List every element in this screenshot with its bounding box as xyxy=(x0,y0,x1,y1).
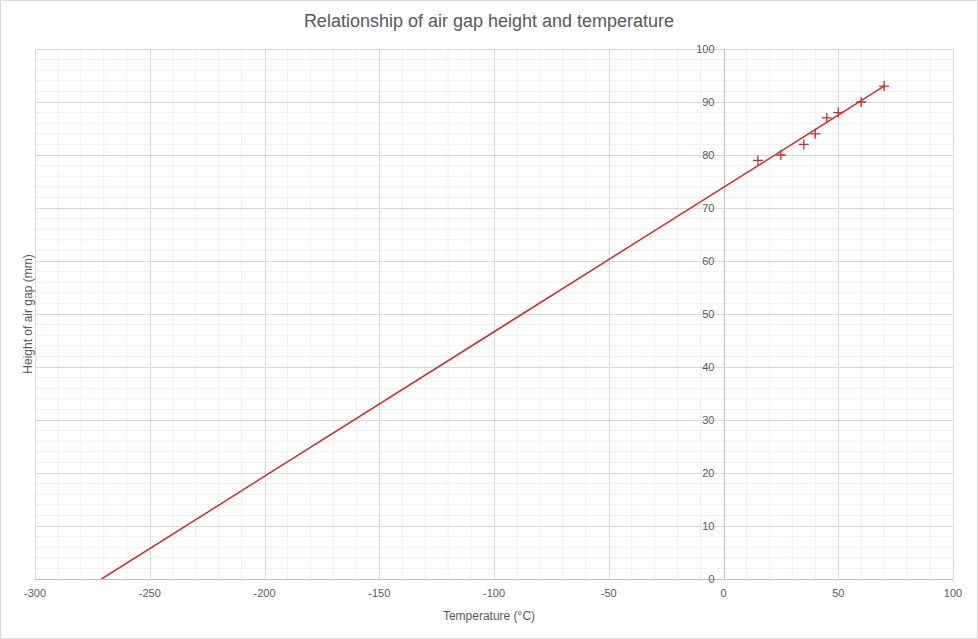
y-grid-line xyxy=(35,314,953,315)
y-axis-line xyxy=(724,49,725,579)
y-axis-title: Height of air gap (mm) xyxy=(21,254,35,373)
x-tick-label: -50 xyxy=(601,587,617,599)
y-tick-label: 100 xyxy=(696,43,714,55)
x-grid-line xyxy=(953,49,954,579)
tick-labels: -300 -250 -200 -150 -100 -50 0 50 100 0 10 20 30 40 50… xyxy=(24,43,962,599)
y-tick-label: 0 xyxy=(708,573,714,585)
chart-border xyxy=(1,1,978,639)
y-grid-line xyxy=(35,155,953,156)
data-point xyxy=(799,139,809,149)
y-tick-label: 40 xyxy=(702,361,714,373)
x-tick-label: 0 xyxy=(720,587,726,599)
y-grid-line xyxy=(35,102,953,103)
y-tick-label: 30 xyxy=(702,414,714,426)
x-tick-label: 100 xyxy=(944,587,962,599)
y-tick-label: 80 xyxy=(702,149,714,161)
y-grid-line xyxy=(35,261,953,262)
chart-title: Relationship of air gap height and tempe… xyxy=(304,11,674,31)
y-tick-label: 10 xyxy=(702,520,714,532)
y-grid-line xyxy=(35,579,953,580)
x-tick-label: 50 xyxy=(832,587,844,599)
y-tick-label: 50 xyxy=(702,308,714,320)
x-axis-line xyxy=(35,579,953,580)
y-grid-line xyxy=(35,473,953,474)
y-grid-line xyxy=(35,49,953,50)
y-tick-label: 20 xyxy=(702,467,714,479)
plot-data xyxy=(102,81,890,579)
y-tick-label: 70 xyxy=(702,202,714,214)
chart-root: -300 -250 -200 -150 -100 -50 0 50 100 0 10 20 30 40 50… xyxy=(0,0,978,639)
x-grid-line xyxy=(724,49,725,579)
x-tick-label: -150 xyxy=(368,587,390,599)
x-tick-label: -100 xyxy=(483,587,505,599)
y-grid-line xyxy=(35,420,953,421)
chart-svg: -300 -250 -200 -150 -100 -50 0 50 100 0 10 20 30 40 50… xyxy=(0,0,978,639)
x-axis-title: Temperature (°C) xyxy=(443,609,535,623)
trend-line xyxy=(102,86,885,579)
y-tick-label: 60 xyxy=(702,255,714,267)
y-grid-line xyxy=(35,367,953,368)
y-grid-line xyxy=(35,526,953,527)
axes xyxy=(35,49,953,580)
x-tick-label: -300 xyxy=(24,587,46,599)
y-tick-label: 90 xyxy=(702,96,714,108)
x-tick-label: -250 xyxy=(139,587,161,599)
x-tick-label: -200 xyxy=(253,587,275,599)
y-grid-line xyxy=(35,208,953,209)
grid xyxy=(35,49,954,580)
